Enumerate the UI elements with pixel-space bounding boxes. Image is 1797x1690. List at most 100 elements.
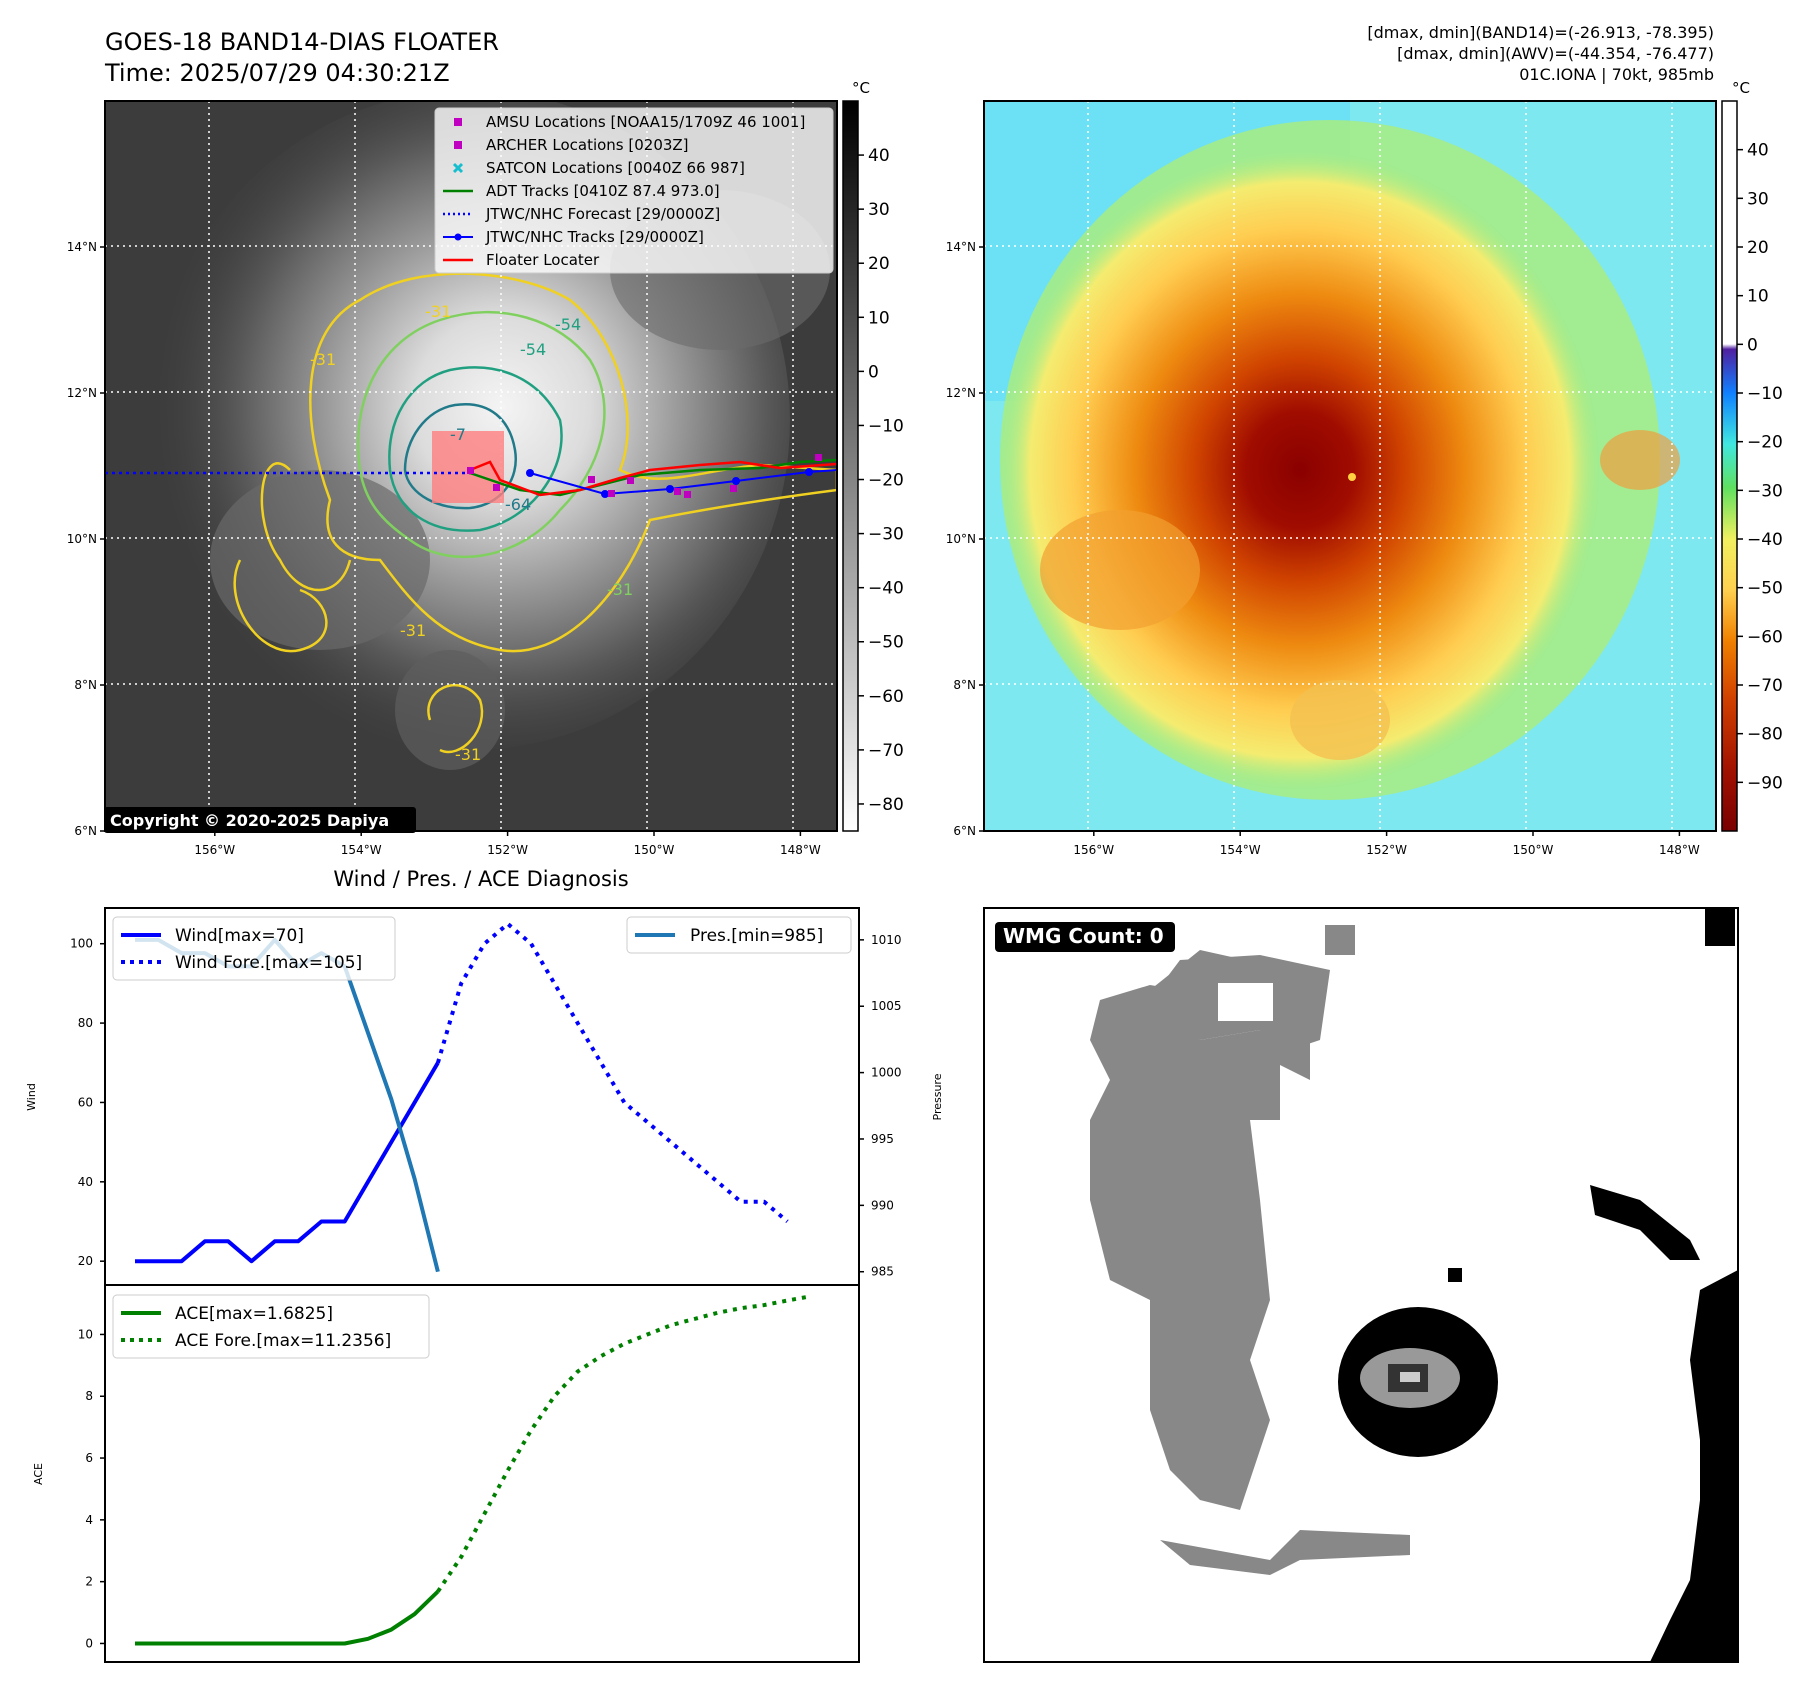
wind-axis-label: Wind [25,1083,38,1111]
band14-range: [dmax, dmin](BAND14)=(-26.913, -78.395) [1367,23,1714,42]
wv-map-panel [983,100,1717,832]
wv-colorbar-scale [1721,100,1738,832]
y-tick-label: 0 [85,1636,93,1650]
lat-tick-label: 14°N [946,240,976,254]
colorbar-tick-label: 20 [1747,238,1769,258]
contour-minus44 [356,310,606,559]
ir-rainband-west [210,470,430,650]
lat-tick-label: 14°N [67,240,97,254]
colorbar-tick-label: 10 [1747,287,1769,307]
legend-label: Floater Locater [486,251,600,269]
colorbar-tick-label: −80 [868,795,904,815]
y-right-tick-label: 1010 [871,933,902,947]
lat-tick-label: 8°N [953,678,976,692]
ace-chart: ACE 0 2 4 6 8 10 ACE[max=1.6825] ACE Fore.[ma… [32,1284,860,1663]
contour-label: -64 [505,495,531,514]
contour-label: -31 [455,745,481,764]
contour-minus31-band [260,462,352,592]
lon-tick-label: 150°W [1513,843,1554,857]
track-legend: AMSU Locations [NOAA15/1709Z 46 1001] ARC… [434,107,834,274]
wmg-gray-block [1325,925,1355,955]
contour-labels: -31 -54 -54 -64 -7 -31 -31 -31 -31 [310,302,633,764]
wmg-count-label: WMG Count: 0 [1003,924,1164,948]
wmg-gray-band [1090,985,1280,1510]
colorbar-tick-label: −40 [868,579,904,599]
awv-range: [dmax, dmin](AWV)=(-44.354, -76.477) [1397,44,1714,63]
lat-tick-label: 8°N [74,678,97,692]
pressure-legend-box [626,916,852,954]
y-right-tick-label: 985 [871,1265,894,1279]
legend-swatch [443,233,473,241]
colorbar-tick-label: −30 [1747,481,1783,501]
lon-tick-label: 154°W [1220,843,1261,857]
colorbar-tick-label: −10 [1747,384,1783,404]
y-tick-label: 20 [78,1254,93,1268]
ace-axis-label: ACE [32,1463,45,1485]
colorbar-tick-label: 10 [868,308,890,328]
wmg-black-corner [1705,908,1735,946]
colorbar-tick-label: −90 [1747,773,1783,793]
amsu-archer-markers [467,454,822,498]
y-tick-label: 4 [85,1513,93,1527]
wv-colorbar: °C 40 30 20 10 0 −10 −20 −30 −40 −50 −60 −70 −80 −90 [1721,79,1783,832]
lat-tick-label: 12°N [67,386,97,400]
lon-tick-label: 156°W [194,843,235,857]
contour-label: -7 [450,425,466,444]
wv-band-south [1290,680,1390,760]
colorbar-tick-label: 40 [868,146,890,166]
y-right-tick-label: 990 [871,1198,894,1212]
lat-tick-label: 6°N [74,824,97,838]
lat-tick-label: 10°N [67,532,97,546]
colorbar-tick-label: 0 [868,362,879,382]
pressure-legend: Pres.[min=985] [626,916,852,954]
colorbar-tick-label: −20 [868,471,904,491]
series-line-wind-fore- [435,921,789,1224]
ir-colorbar-unit: °C [852,79,870,97]
wv-colorbar-unit: °C [1732,79,1750,97]
wv-storm-core [1000,150,1600,790]
ir-rainband-south [395,650,505,770]
wmg-gray-tail [1160,1530,1410,1575]
wv-eye [1348,473,1356,481]
ir-map-frame [104,100,838,832]
floater-track [469,460,837,497]
colorbar-tick-label: 0 [1747,335,1758,355]
colorbar-tick-label: −80 [1747,725,1783,745]
legend-swatch [454,118,462,126]
legend-label: JTWC/NHC Tracks [29/0000Z] [485,228,704,246]
y-right-tick-label: 1005 [871,999,902,1013]
copyright-text: Copyright © 2020-2025 Dapiya [110,811,389,830]
figure-title: GOES-18 BAND14-DIAS FLOATER [105,28,499,56]
ace-legend-box [112,1294,430,1359]
ir-map-panel: -31 -54 -54 -64 -7 -31 -31 -31 -31 AMSU … [104,100,838,833]
contour-label: -54 [520,340,546,359]
contour-label: -31 [400,621,426,640]
wv-map-frame [983,100,1717,832]
series-line-wind [135,1061,440,1264]
contour-minus31 [309,272,837,653]
storm-info: 01C.IONA | 70kt, 985mb [1519,65,1714,84]
colorbar-tick-label: −70 [1747,676,1783,696]
y-tick-label: 40 [78,1175,93,1189]
lon-tick-label: 150°W [634,843,675,857]
wmg-panel: WMG Count: 0 [983,907,1739,1663]
wv-band-west [1040,510,1200,630]
lat-tick-label: 6°N [953,824,976,838]
ace-fore-legend-label: ACE Fore.[max=11.2356] [175,1331,391,1351]
contour-minus54 [388,366,563,532]
lon-tick-label: 154°W [341,843,382,857]
wind-fore-legend-label: Wind Fore.[max=105] [175,953,362,973]
wv-band-east [1600,430,1680,490]
ace-legend: ACE[max=1.6825] ACE Fore.[max=11.2356] [112,1294,430,1359]
lat-tick-label: 10°N [946,532,976,546]
legend-label: JTWC/NHC Forecast [29/0000Z] [485,205,720,223]
lat-tick-label: 12°N [946,386,976,400]
pressure-axis-label: Pressure [931,1073,944,1120]
contour-minus31-south [427,683,484,754]
legend-label: AMSU Locations [NOAA15/1709Z 46 1001] [486,113,805,131]
wind-legend: Wind[max=70] Wind Fore.[max=105] [112,916,396,981]
wmg-black-edge [1650,1270,1738,1662]
jtwc-track [529,469,837,496]
wv-gridlines [984,101,1716,831]
